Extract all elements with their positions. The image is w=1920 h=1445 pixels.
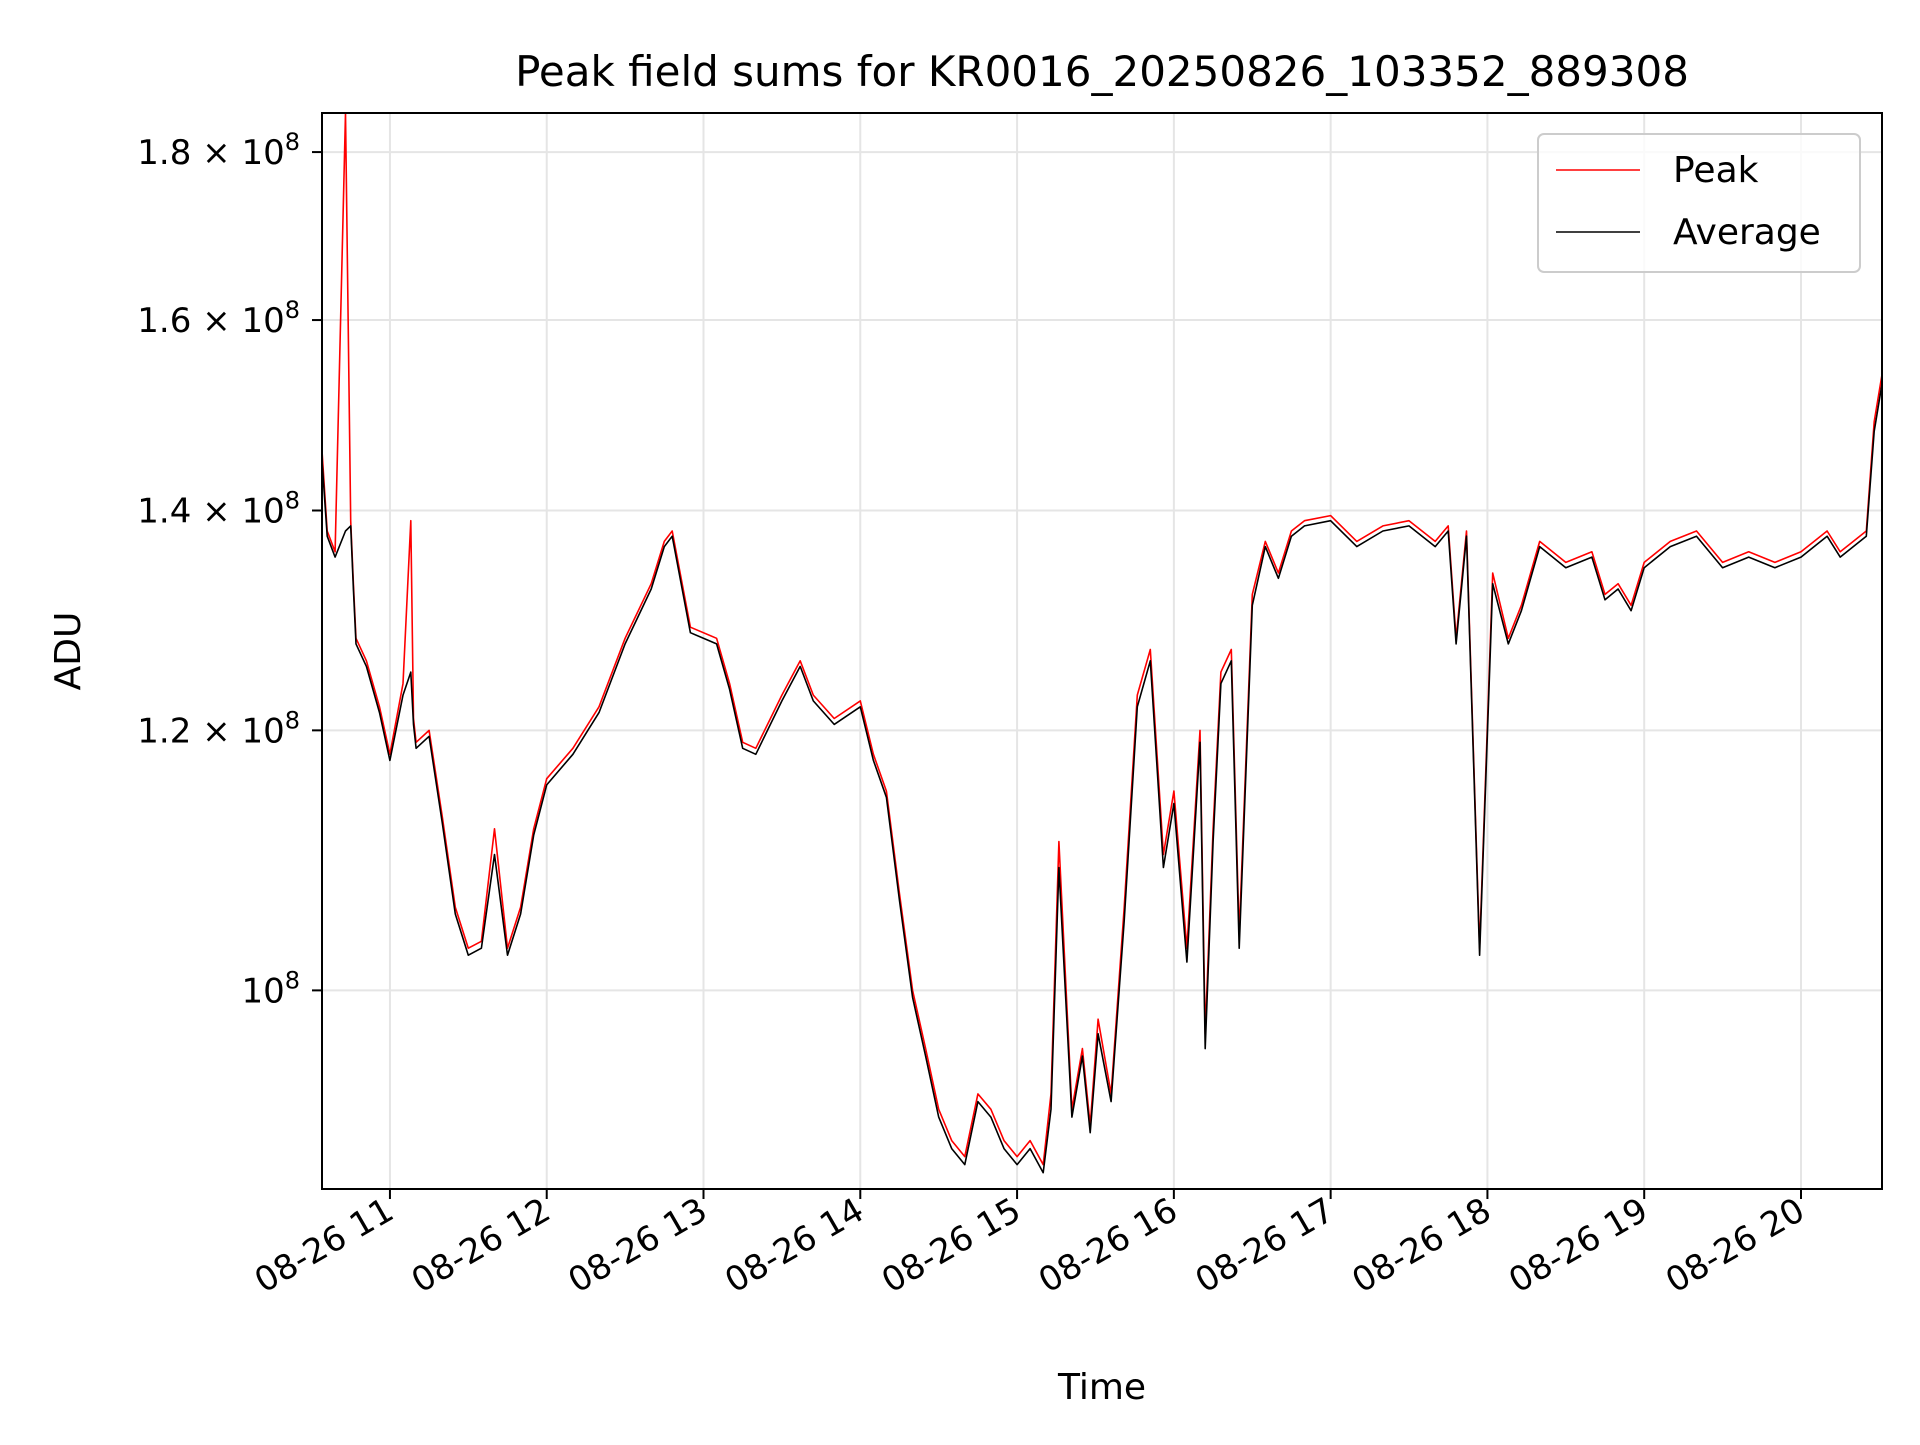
y-tick-label-base: 10 xyxy=(241,971,284,1011)
y-tick-label-exponent: 8 xyxy=(285,487,300,515)
plot-frame xyxy=(321,112,1883,1190)
y-tick-label-base: 1.8 × 10 xyxy=(137,133,284,173)
y-tick-label-exponent: 8 xyxy=(285,128,300,156)
series-line-average xyxy=(321,383,1883,1174)
y-tick-label: 1.4 × 108 xyxy=(137,487,300,532)
y-tick-label-base: 1.6 × 10 xyxy=(137,301,284,341)
y-tick-label: 1.2 × 108 xyxy=(137,706,300,751)
y-tick-label: 1.6 × 108 xyxy=(137,296,300,341)
y-tick-label-exponent: 8 xyxy=(285,296,300,324)
chart-title: Peak field sums for KR0016_20250826_1033… xyxy=(515,47,1689,96)
x-axis-label: Time xyxy=(1057,1367,1146,1408)
grid-layer xyxy=(322,113,1882,1189)
y-tick-label: 1.8 × 108 xyxy=(137,128,300,173)
y-tick-label-exponent: 8 xyxy=(285,706,300,734)
y-tick-label-base: 1.4 × 10 xyxy=(137,492,284,532)
y-tick-label-base: 1.2 × 10 xyxy=(137,711,284,751)
legend: Peak Average xyxy=(1537,133,1861,273)
y-tick-label: 108 xyxy=(241,966,300,1011)
y-tick-label-exponent: 8 xyxy=(285,966,300,994)
legend-label-peak: Peak xyxy=(1673,150,1759,191)
legend-box xyxy=(1537,133,1861,273)
series-layer xyxy=(321,112,1883,1174)
y-axis-label: ADU xyxy=(48,612,89,691)
legend-label-average: Average xyxy=(1673,212,1821,253)
